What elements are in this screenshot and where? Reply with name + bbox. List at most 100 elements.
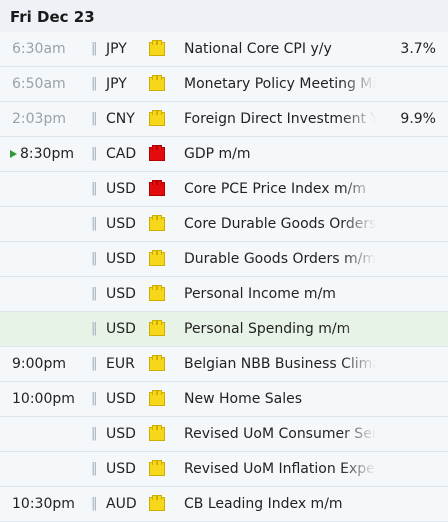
impact-medium-icon[interactable] xyxy=(149,75,165,91)
sound-icon[interactable]: ‖ xyxy=(91,181,98,196)
event-actual xyxy=(384,67,436,101)
impact-medium-icon[interactable] xyxy=(149,390,165,406)
event-currency: USD xyxy=(106,461,136,477)
event-currency: USD xyxy=(106,251,136,267)
sound-icon[interactable]: ‖ xyxy=(91,286,98,301)
impact-medium-icon[interactable] xyxy=(149,495,165,511)
event-time xyxy=(12,452,90,486)
sound-icon[interactable]: ‖ xyxy=(91,496,98,511)
event-title[interactable]: Foreign Direct Investment Y xyxy=(184,111,376,127)
sound-icon[interactable]: ‖ xyxy=(91,461,98,476)
event-currency: JPY xyxy=(106,76,127,92)
event-currency: USD xyxy=(106,321,136,337)
event-time: 2:03pm xyxy=(12,111,66,127)
event-currency: USD xyxy=(106,216,136,232)
impact-medium-icon[interactable] xyxy=(149,425,165,441)
event-title[interactable]: Personal Income m/m xyxy=(184,286,336,302)
sound-icon[interactable]: ‖ xyxy=(91,321,98,336)
event-row[interactable]: 9:00pm ‖ EUR Belgian NBB Business Clima xyxy=(0,347,448,382)
event-actual xyxy=(384,417,436,451)
event-actual xyxy=(384,172,436,206)
event-time xyxy=(12,312,90,346)
event-actual xyxy=(384,347,436,381)
play-icon xyxy=(10,150,17,158)
impact-medium-icon[interactable] xyxy=(149,285,165,301)
event-row[interactable]: ‖ USD Personal Income m/m xyxy=(0,277,448,312)
impact-medium-icon[interactable] xyxy=(149,355,165,371)
event-title[interactable]: Revised UoM Inflation Expe xyxy=(184,461,375,477)
event-currency: CNY xyxy=(106,111,135,127)
event-actual xyxy=(384,137,436,171)
event-currency: USD xyxy=(106,391,136,407)
event-row[interactable]: 8:30pm ‖ CAD GDP m/m xyxy=(0,137,448,172)
event-title[interactable]: CB Leading Index m/m xyxy=(184,496,343,512)
event-actual xyxy=(384,452,436,486)
date-header: Fri Dec 23 xyxy=(0,0,448,34)
event-actual: 9.9% xyxy=(400,111,436,127)
event-time: 10:30pm xyxy=(12,496,75,512)
sound-icon[interactable]: ‖ xyxy=(91,146,98,161)
sound-icon[interactable]: ‖ xyxy=(91,356,98,371)
event-row[interactable]: 6:30am ‖ JPY National Core CPI y/y 3.7% xyxy=(0,32,448,67)
event-time xyxy=(12,172,90,206)
event-row[interactable]: ‖ USD Core PCE Price Index m/m xyxy=(0,172,448,207)
event-currency: USD xyxy=(106,181,136,197)
sound-icon[interactable]: ‖ xyxy=(91,76,98,91)
event-time xyxy=(12,277,90,311)
event-row[interactable]: 10:00pm ‖ USD New Home Sales xyxy=(0,382,448,417)
event-actual xyxy=(384,207,436,241)
event-title[interactable]: Belgian NBB Business Clima xyxy=(184,356,376,372)
event-time: 6:30am xyxy=(12,41,66,57)
event-currency: AUD xyxy=(106,496,137,512)
event-actual xyxy=(384,242,436,276)
event-actual xyxy=(384,312,436,346)
impact-medium-icon[interactable] xyxy=(149,215,165,231)
event-currency: USD xyxy=(106,426,136,442)
impact-medium-icon[interactable] xyxy=(149,40,165,56)
event-title[interactable]: Durable Goods Orders m/m xyxy=(184,251,376,267)
event-currency: JPY xyxy=(106,41,127,57)
sound-icon[interactable]: ‖ xyxy=(91,41,98,56)
event-title[interactable]: New Home Sales xyxy=(184,391,303,407)
sound-icon[interactable]: ‖ xyxy=(91,111,98,126)
event-row[interactable]: ‖ USD Revised UoM Consumer Sen xyxy=(0,417,448,452)
event-currency: EUR xyxy=(106,356,135,372)
impact-medium-icon[interactable] xyxy=(149,460,165,476)
event-title[interactable]: National Core CPI y/y xyxy=(184,41,332,57)
event-row[interactable]: ‖ USD Core Durable Goods Orders xyxy=(0,207,448,242)
date-label: Fri Dec 23 xyxy=(10,8,95,26)
event-time: 8:30pm xyxy=(20,146,74,162)
event-actual xyxy=(384,487,436,521)
event-row[interactable]: ‖ USD Personal Spending m/m xyxy=(0,312,448,347)
event-row[interactable]: 10:30pm ‖ AUD CB Leading Index m/m xyxy=(0,487,448,522)
event-row[interactable]: ‖ USD Durable Goods Orders m/m xyxy=(0,242,448,277)
event-row[interactable]: 2:03pm ‖ CNY Foreign Direct Investment Y 9.9… xyxy=(0,102,448,137)
sound-icon[interactable]: ‖ xyxy=(91,216,98,231)
impact-medium-icon[interactable] xyxy=(149,250,165,266)
event-actual xyxy=(384,382,436,416)
event-title[interactable]: Personal Spending m/m xyxy=(184,321,351,337)
impact-medium-icon[interactable] xyxy=(149,320,165,336)
event-actual: 3.7% xyxy=(400,41,436,57)
event-title[interactable]: Core PCE Price Index m/m xyxy=(184,181,366,197)
event-time: 10:00pm xyxy=(12,391,75,407)
impact-high-icon[interactable] xyxy=(149,145,165,161)
event-time xyxy=(12,242,90,276)
sound-icon[interactable]: ‖ xyxy=(91,426,98,441)
event-title[interactable]: Revised UoM Consumer Sen xyxy=(184,426,376,442)
event-title[interactable]: GDP m/m xyxy=(184,146,251,162)
event-time xyxy=(12,417,90,451)
event-currency: USD xyxy=(106,286,136,302)
sound-icon[interactable]: ‖ xyxy=(91,251,98,266)
event-row[interactable]: 6:50am ‖ JPY Monetary Policy Meeting Mi xyxy=(0,67,448,102)
event-list: 6:30am ‖ JPY National Core CPI y/y 3.7% 6:50a… xyxy=(0,32,448,522)
event-currency: CAD xyxy=(106,146,137,162)
impact-medium-icon[interactable] xyxy=(149,110,165,126)
event-title[interactable]: Core Durable Goods Orders xyxy=(184,216,376,232)
event-title[interactable]: Monetary Policy Meeting Mi xyxy=(184,76,376,92)
event-row[interactable]: ‖ USD Revised UoM Inflation Expe xyxy=(0,452,448,487)
event-time: 9:00pm xyxy=(12,356,66,372)
sound-icon[interactable]: ‖ xyxy=(91,391,98,406)
event-actual xyxy=(384,277,436,311)
impact-high-icon[interactable] xyxy=(149,180,165,196)
